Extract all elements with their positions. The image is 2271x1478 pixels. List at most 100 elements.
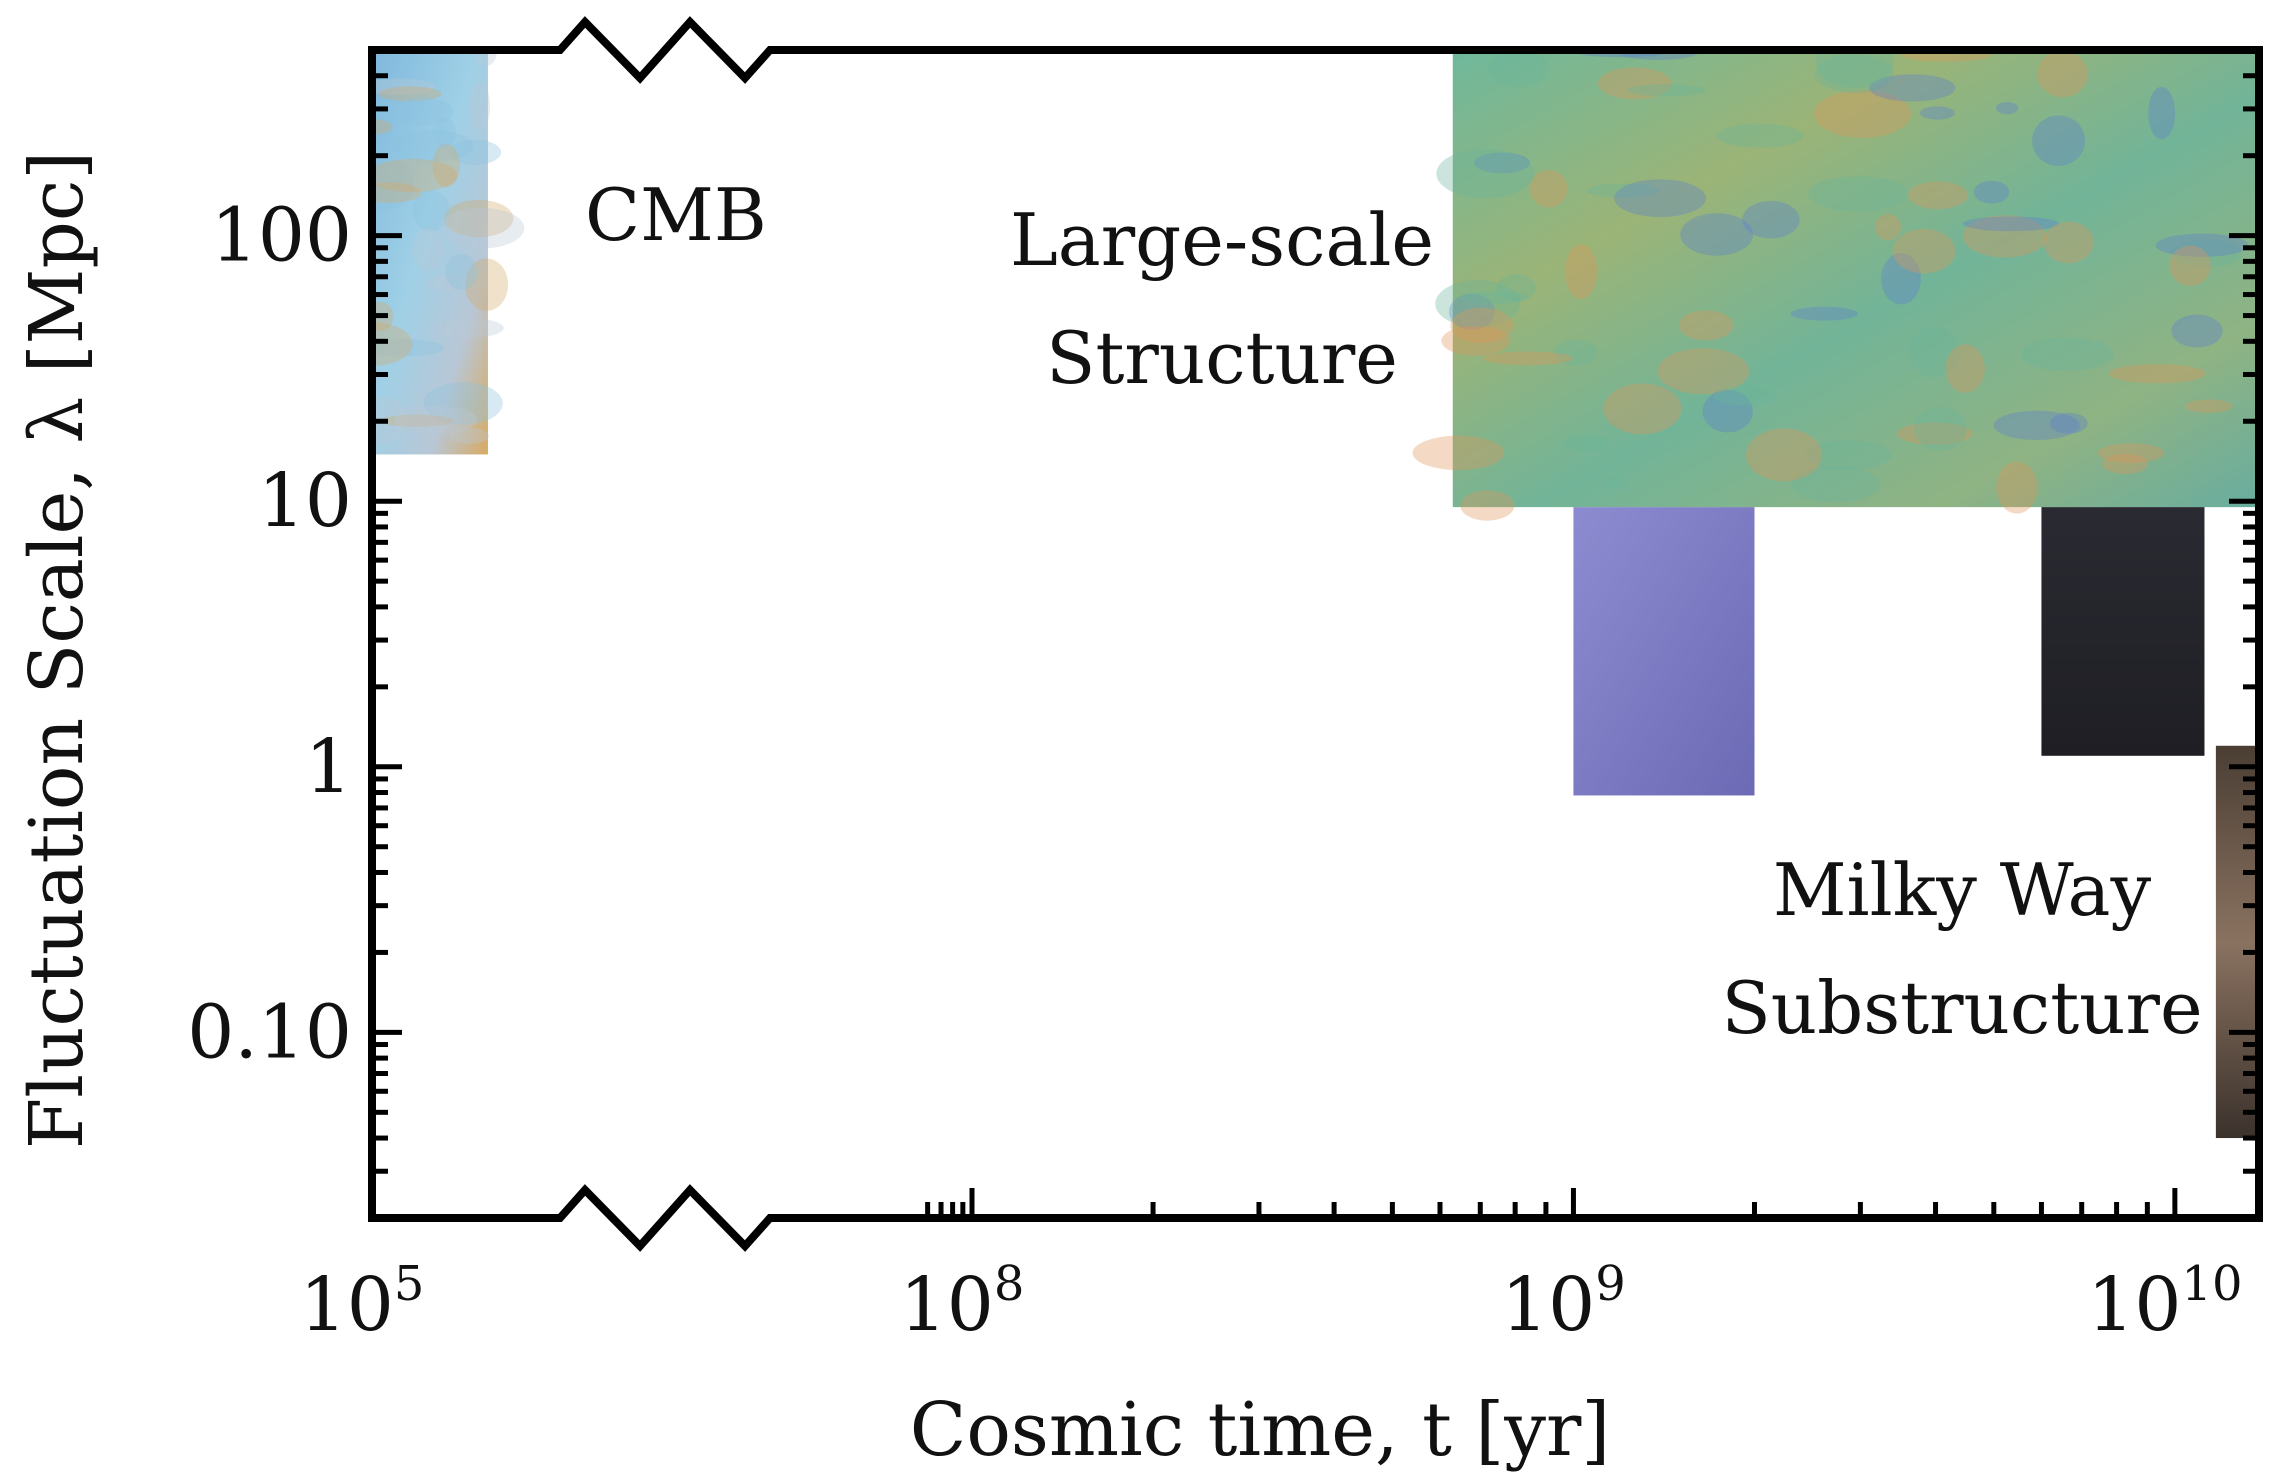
region-texture (1554, 340, 1599, 366)
region-texture (2049, 412, 2088, 434)
region-texture (372, 158, 458, 193)
x-tick-label: 1010 (2087, 1256, 2242, 1348)
region-texture (2169, 245, 2211, 286)
region-texture (1448, 293, 1495, 330)
region-texture (473, 50, 497, 67)
region-texture (1807, 176, 1908, 212)
region-texture (1908, 181, 1968, 210)
region-texture (2155, 233, 2249, 257)
region-texture (1626, 84, 1706, 97)
region-texture (1962, 216, 2060, 232)
region-texture (448, 427, 489, 444)
region-texture (464, 258, 509, 311)
region-cmb (372, 50, 488, 455)
region-texture (1441, 325, 1510, 356)
region-texture (372, 78, 435, 96)
region-texture (1714, 386, 1776, 406)
region-texture (2097, 443, 2165, 463)
region-texture (1565, 244, 1598, 299)
region-texture (430, 317, 504, 339)
region-texture (1945, 344, 1985, 393)
region-texture (1996, 461, 2038, 514)
region-label: Structure (1046, 316, 1398, 400)
region-texture (1459, 291, 1529, 304)
region-texture (1614, 179, 1707, 218)
x-tick-labels: 105 108 109 1010 (300, 1256, 2243, 1348)
region-texture (2032, 115, 2086, 166)
region-texture (448, 139, 502, 165)
region-texture (2148, 86, 2176, 140)
region-texture (372, 100, 412, 118)
region-texture (1995, 102, 2019, 115)
region-label: Milky Way (1773, 848, 2152, 932)
region-texture (469, 80, 491, 132)
region-texture (1874, 214, 1902, 241)
region-texture (1412, 435, 1505, 471)
mw-panel-galaxy (2215, 745, 2259, 1139)
region-label: Large-scale (1010, 198, 1434, 282)
region-texture (1791, 466, 1881, 503)
region-texture (1919, 106, 1955, 120)
region-texture (432, 143, 460, 188)
region-texture (1657, 348, 1750, 395)
region-texture (1606, 477, 1628, 491)
y-axis-label: Fluctuation Scale, λ [Mpc] (14, 151, 100, 1149)
region-texture (2171, 314, 2223, 348)
region-texture (1742, 200, 1800, 239)
region-large-scale-structure (1452, 50, 2259, 508)
region-texture (1804, 440, 1892, 471)
regions-layer (372, 50, 2259, 1139)
mw-panel-deep-field (2041, 507, 2205, 756)
region-texture (372, 119, 393, 135)
y-tick-label: 100 (211, 193, 352, 279)
x-axis-label: Cosmic time, t [yr] (910, 1387, 1611, 1473)
region-label: CMB (585, 173, 767, 257)
region-texture (1869, 74, 1956, 102)
region-texture (391, 130, 474, 162)
region-texture (372, 339, 445, 357)
x-tick-label: 109 (1501, 1256, 1626, 1348)
region-texture (1680, 213, 1754, 256)
mw-panel-cosmic-web (1573, 507, 1755, 796)
region-texture (411, 228, 444, 271)
region-labels: CMB Large-scale Structure Milky Way Substruc… (585, 173, 2203, 1050)
region-texture (1881, 253, 1921, 305)
region-texture (1678, 310, 1734, 341)
region-texture (2108, 364, 2206, 384)
region-texture (2171, 239, 2242, 268)
region-texture (1814, 54, 1894, 94)
x-tick-label: 108 (900, 1256, 1025, 1348)
region-texture (2184, 399, 2233, 413)
region-texture (372, 322, 413, 366)
region-texture (1814, 89, 1912, 138)
region-texture (445, 253, 478, 291)
region-texture (393, 405, 478, 434)
region-texture (390, 97, 454, 126)
region-texture (1716, 123, 1804, 148)
region-texture (1460, 490, 1515, 521)
region-texture (372, 182, 422, 203)
region-texture (1993, 410, 2080, 440)
y-tick-label: 0.10 (187, 989, 352, 1075)
region-texture (1496, 274, 1537, 302)
region-texture (378, 86, 442, 102)
region-texture (1790, 306, 1858, 321)
region-texture (2102, 454, 2149, 474)
region-texture (1474, 152, 1530, 174)
region-texture (413, 189, 450, 232)
region-texture (1973, 180, 2010, 204)
region-texture (1586, 183, 1661, 198)
region-texture (1529, 169, 1568, 208)
region-label: Substructure (1721, 966, 2202, 1050)
y-tick-labels: 100 10 1 0.10 (187, 193, 352, 1076)
region-texture (1815, 50, 1895, 89)
x-tick-label: 105 (300, 1256, 425, 1348)
region-texture (439, 207, 525, 249)
region-texture (1962, 215, 2048, 258)
region-texture (1908, 325, 1960, 378)
region-texture (1896, 422, 1973, 445)
region-texture (1435, 280, 1521, 328)
region-texture (2037, 50, 2088, 98)
region-texture (1603, 383, 1682, 435)
